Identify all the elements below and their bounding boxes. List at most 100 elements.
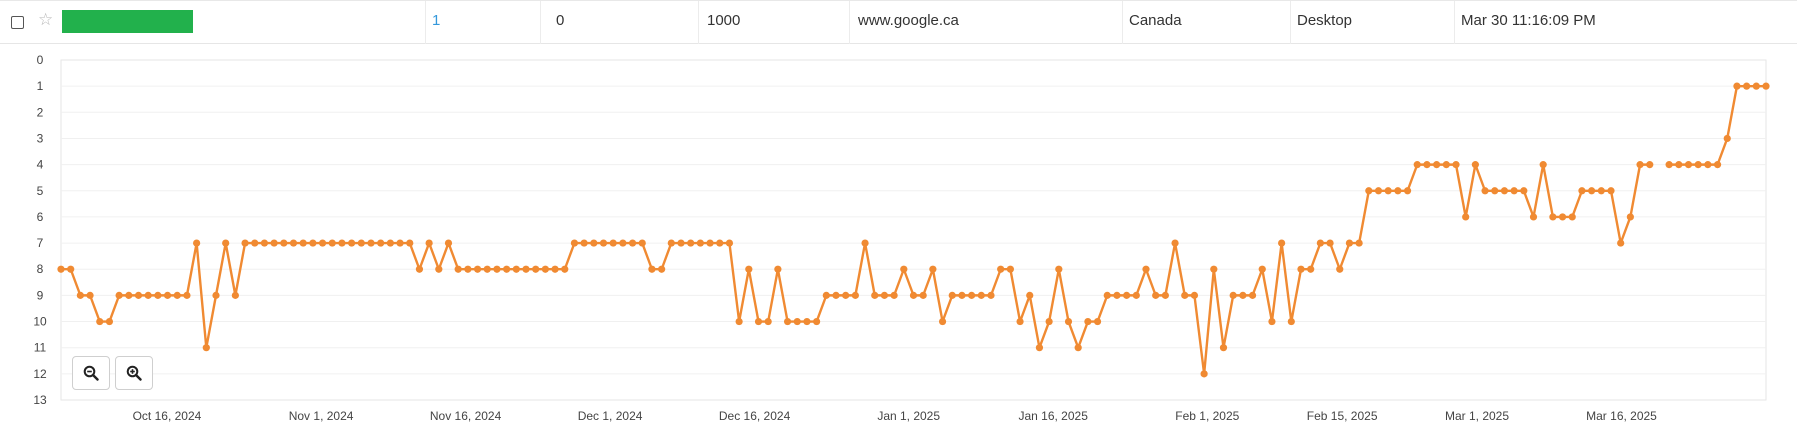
data-point bbox=[125, 291, 133, 299]
data-point bbox=[1394, 187, 1402, 195]
y-tick-label: 7 bbox=[37, 236, 44, 250]
data-point bbox=[115, 291, 123, 299]
data-point bbox=[822, 291, 830, 299]
data-point bbox=[1694, 161, 1702, 169]
data-point bbox=[76, 291, 84, 299]
data-point bbox=[212, 291, 220, 299]
data-point bbox=[444, 239, 453, 247]
row-checkbox[interactable] bbox=[11, 16, 24, 29]
data-point bbox=[1219, 344, 1228, 352]
rank-value[interactable]: 1 bbox=[432, 12, 441, 29]
y-tick-label: 10 bbox=[33, 315, 47, 329]
zoom-out-button[interactable] bbox=[72, 356, 110, 390]
data-point bbox=[1345, 239, 1354, 247]
data-point bbox=[1500, 187, 1509, 195]
data-point bbox=[1636, 161, 1644, 169]
data-point bbox=[628, 239, 637, 247]
data-point bbox=[1297, 265, 1305, 273]
data-point bbox=[880, 291, 889, 299]
data-point bbox=[1084, 317, 1092, 326]
data-point bbox=[551, 265, 559, 273]
data-point bbox=[1704, 161, 1712, 169]
data-point bbox=[1617, 239, 1625, 247]
zoom-in-button[interactable] bbox=[115, 356, 153, 390]
column-divider bbox=[425, 1, 426, 44]
search-engine-domain: www.google.ca bbox=[858, 12, 959, 29]
data-point bbox=[318, 239, 327, 247]
data-point bbox=[716, 239, 724, 247]
y-tick-label: 9 bbox=[37, 288, 44, 302]
data-point bbox=[183, 291, 191, 299]
data-point bbox=[348, 239, 356, 247]
data-point bbox=[803, 317, 811, 326]
data-point bbox=[1413, 161, 1421, 169]
data-point bbox=[1268, 317, 1276, 326]
data-point bbox=[919, 291, 927, 299]
data-point bbox=[1384, 187, 1392, 195]
data-point bbox=[677, 239, 685, 247]
data-point bbox=[871, 291, 879, 299]
x-tick-label: Nov 1, 2024 bbox=[289, 409, 354, 423]
data-point bbox=[1055, 265, 1063, 273]
data-point bbox=[289, 239, 298, 247]
data-point bbox=[251, 239, 259, 247]
change-value: 0 bbox=[556, 12, 565, 29]
data-point bbox=[1287, 317, 1295, 326]
data-point bbox=[1064, 317, 1073, 326]
data-point bbox=[1607, 187, 1615, 195]
data-point bbox=[386, 239, 394, 247]
data-point bbox=[1665, 161, 1673, 169]
data-point bbox=[1529, 213, 1538, 221]
y-tick-label: 6 bbox=[37, 210, 44, 224]
data-point bbox=[1200, 370, 1208, 378]
data-point bbox=[231, 291, 239, 299]
data-point bbox=[522, 265, 530, 273]
data-point bbox=[1713, 161, 1722, 169]
x-tick-label: Feb 1, 2025 bbox=[1175, 409, 1239, 423]
data-point bbox=[1626, 213, 1634, 221]
data-point bbox=[1433, 161, 1441, 169]
data-point bbox=[202, 344, 210, 352]
keyword-masked-bar bbox=[62, 10, 193, 33]
data-point bbox=[1336, 265, 1344, 273]
data-point bbox=[299, 239, 307, 247]
data-point bbox=[1316, 239, 1324, 247]
data-point bbox=[1684, 161, 1693, 169]
data-point bbox=[1210, 265, 1218, 273]
data-point bbox=[648, 265, 656, 273]
data-point bbox=[1723, 134, 1731, 143]
data-point bbox=[696, 239, 704, 247]
data-point bbox=[745, 265, 753, 273]
data-point bbox=[1258, 265, 1266, 273]
plot-area-border bbox=[60, 59, 1767, 401]
data-point bbox=[842, 291, 850, 299]
data-point bbox=[938, 317, 947, 326]
data-point bbox=[1326, 239, 1334, 247]
zoom-out-icon bbox=[83, 365, 99, 381]
data-point bbox=[909, 291, 918, 299]
data-point bbox=[735, 317, 743, 326]
y-tick-label: 5 bbox=[37, 184, 44, 198]
data-point bbox=[396, 239, 404, 247]
data-point bbox=[154, 291, 162, 299]
data-point bbox=[1539, 161, 1547, 169]
data-point bbox=[338, 239, 346, 247]
data-point bbox=[997, 265, 1005, 273]
data-point bbox=[96, 317, 104, 326]
x-tick-label: Nov 16, 2024 bbox=[430, 409, 502, 423]
x-tick-label: Dec 1, 2024 bbox=[578, 409, 643, 423]
column-divider bbox=[540, 1, 541, 44]
data-point bbox=[968, 291, 976, 299]
data-point bbox=[1374, 187, 1383, 195]
data-point bbox=[658, 265, 666, 273]
data-point bbox=[638, 239, 646, 247]
data-point bbox=[599, 239, 608, 247]
data-point bbox=[570, 239, 579, 247]
data-point bbox=[454, 265, 462, 273]
y-tick-label: 12 bbox=[33, 367, 47, 381]
rank-series-line bbox=[61, 84, 1766, 376]
data-point bbox=[1471, 161, 1479, 169]
data-point bbox=[1142, 265, 1150, 273]
star-outline-icon[interactable]: ☆ bbox=[38, 10, 54, 29]
data-point bbox=[173, 291, 181, 299]
